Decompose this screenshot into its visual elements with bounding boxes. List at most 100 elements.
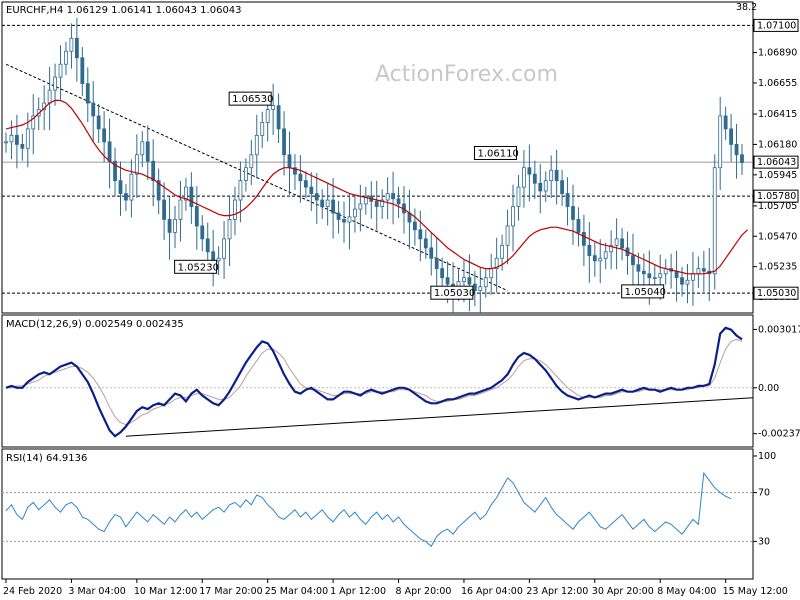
candle-body [581,231,586,246]
macd-layer [2,326,754,438]
candle-body [691,273,695,281]
axis-layer: 1.07100 1.06890 1.06655 1.06415 1.06180 1.059… [3,18,800,597]
candle-body [107,141,112,162]
x-tick-label: 1 Apr 12:00 [330,586,386,597]
candle-body [680,277,684,285]
price-tag-label: 1.05040 [625,287,666,298]
candle-body [374,200,379,207]
price-tick-label: 1.06415 [758,109,797,120]
candle-body [80,57,85,85]
macd-tick-label: 0.003017 [758,324,800,335]
candle-body [53,76,57,91]
candle-body [287,154,292,169]
price-tick-label: 1.05235 [758,262,797,273]
price-tag-label: 1.06110 [477,148,518,159]
candle-body [418,229,423,240]
candle-body [325,199,330,207]
price-layer: 1.06530 1.05230 1.05030 1.06110 1.05040 [2,17,753,313]
macd-trendline [125,397,754,437]
candle-body [489,268,494,279]
candle-body [483,277,488,288]
macd-tick-label: 0.00 [758,383,779,394]
candle-body [276,105,281,130]
candle-body [358,203,363,210]
level-tag-label: 1.05030 [757,288,796,299]
candle-body [429,247,434,259]
candle-body [598,257,603,262]
x-tick-label: 17 Mar 20:00 [199,586,262,597]
candle-body [647,273,652,279]
candle-body [233,199,237,220]
candle-body [723,115,728,130]
candle-body [603,251,608,259]
candle-body [516,186,521,207]
candle-body [222,238,226,259]
candle-body [314,193,319,201]
candle-body [478,286,483,291]
candle-body [396,198,401,205]
candle-body [636,264,641,272]
level-tag-box [753,286,799,300]
level-tag-box [753,18,799,32]
candle-body [173,219,177,233]
x-tick-label: 16 Apr 04:00 [461,586,523,597]
candle-body [271,105,276,110]
candle-body [96,115,101,130]
candle-body [243,167,248,182]
x-tick-label: 23 Apr 12:00 [526,586,588,597]
candle-body [385,193,390,201]
candle-body [685,279,690,285]
candle-body [729,128,733,145]
price-tag-label: 1.05030 [434,288,475,299]
candle-body [254,134,259,156]
candle-body [363,195,368,205]
candle-body [4,141,8,144]
candle-body [467,277,472,285]
rsi-panel-frame [1,448,754,580]
candle-body [423,238,428,249]
candle-body [347,216,352,223]
candle-body [609,244,614,253]
current-price-box [753,155,799,169]
macd-panel-title: MACD(12,26,9) 0.002549 0.002435 [6,319,184,330]
level-tag-label: 1.07100 [757,20,796,31]
candle-body [674,270,679,279]
candle-body [15,134,19,145]
macd-panel-frame [1,314,754,448]
candle-body [576,219,581,233]
x-tick-label: 10 Mar 12:00 [134,586,197,597]
rsi-tick-label: 100 [758,451,776,462]
candle-body [293,167,297,175]
price-tick-label: 1.05705 [758,201,797,212]
candle-body [571,206,575,220]
current-price-label: 1.06043 [757,157,796,168]
candle-body [527,167,532,175]
candle-body [140,141,145,156]
candle-body [336,212,341,220]
candle-body [134,154,139,175]
candle-body [331,199,336,214]
candle-body [205,238,210,253]
candle-body [118,180,123,194]
price-tag-label: 1.05230 [178,262,219,273]
x-tick-label: 3 Mar 04:00 [68,586,125,597]
candle-body [538,182,543,192]
candle-body [380,199,385,207]
rsi-line [5,471,732,548]
candle-body [113,160,117,182]
candle-body [500,244,505,259]
candle-body [25,128,30,149]
macd-tick-label: -0.00237 [758,429,800,440]
candle-body [652,277,657,280]
candle-body [145,141,150,162]
watermark: ActionForex.com [375,62,558,87]
candle-body [162,199,167,220]
candle-body [712,167,717,275]
candle-body [102,128,107,143]
candle-body [124,193,128,201]
macd-line [5,326,743,438]
candle-body [353,208,357,218]
price-tag-box [430,285,474,300]
top-right-value: 38.2 [736,2,757,13]
